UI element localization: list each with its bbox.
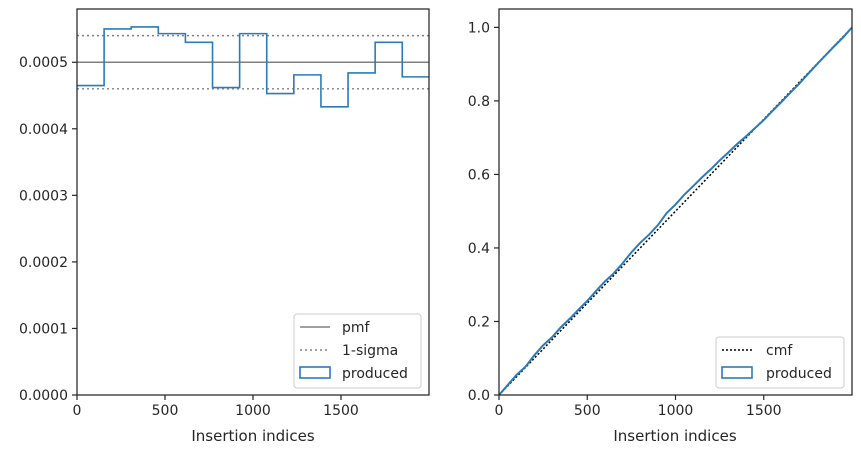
x-tick-label: 1500	[746, 403, 782, 419]
y-tick-label: 0.0004	[19, 122, 68, 138]
y-tick-label: 0.8	[468, 94, 490, 110]
legend-sigma-label: 1-sigma	[342, 343, 398, 359]
produced-cumulative-line	[498, 26, 853, 396]
y-tick-label: 0.0000	[19, 388, 68, 404]
legend-produced-swatch	[299, 366, 331, 379]
y-tick-label: 1.0	[468, 20, 490, 36]
y-tick-label: 0.0003	[19, 188, 68, 204]
y-tick-label: 0.0001	[19, 321, 68, 337]
right-axis-ticks: 0 500 1000 1500 0.0 0.2 0.4 0.6 0.8 1.0	[468, 20, 782, 419]
x-tick-label: 1500	[323, 403, 359, 419]
left-reference-lines	[77, 34, 429, 90]
x-tick-label: 1000	[235, 403, 271, 419]
y-tick-label: 0.6	[468, 167, 490, 183]
left-legend-box	[293, 313, 422, 389]
y-tick-label: 0.4	[468, 241, 490, 257]
y-tick-label: 0.0002	[19, 255, 68, 271]
legend-pmf-label: pmf	[342, 320, 371, 336]
left-legend: pmf 1-sigma produced	[293, 313, 422, 389]
x-tick-label: 0	[73, 403, 82, 419]
right-x-axis-label: Insertion indices	[613, 427, 736, 445]
y-tick-label: 0.2	[468, 314, 490, 330]
x-tick-label: 0	[495, 403, 504, 419]
legend-cmf-label: cmf	[766, 343, 793, 359]
left-axis-ticks: 0 500 1000 1500 0.0000 0.0001 0.0002 0.0003 0.00…	[19, 55, 359, 419]
legend-produced-label: produced	[766, 366, 832, 382]
x-tick-label: 1000	[658, 403, 694, 419]
left-plot: 0 500 1000 1500 0.0000 0.0001 0.0002 0.0003 0.00…	[19, 8, 430, 445]
produced-histogram	[77, 26, 429, 108]
y-tick-label: 0.0	[468, 388, 490, 404]
left-x-axis-label: Insertion indices	[191, 427, 314, 445]
x-tick-label: 500	[152, 403, 179, 419]
legend-produced-label: produced	[342, 366, 408, 382]
y-tick-label: 0.0005	[19, 55, 68, 71]
legend-produced-swatch	[721, 366, 753, 379]
x-tick-label: 500	[574, 403, 601, 419]
right-legend: cmf produced	[715, 336, 845, 389]
right-plot: 0 500 1000 1500 0.0 0.2 0.4 0.6 0.8 1.0 Insertion…	[468, 8, 853, 445]
